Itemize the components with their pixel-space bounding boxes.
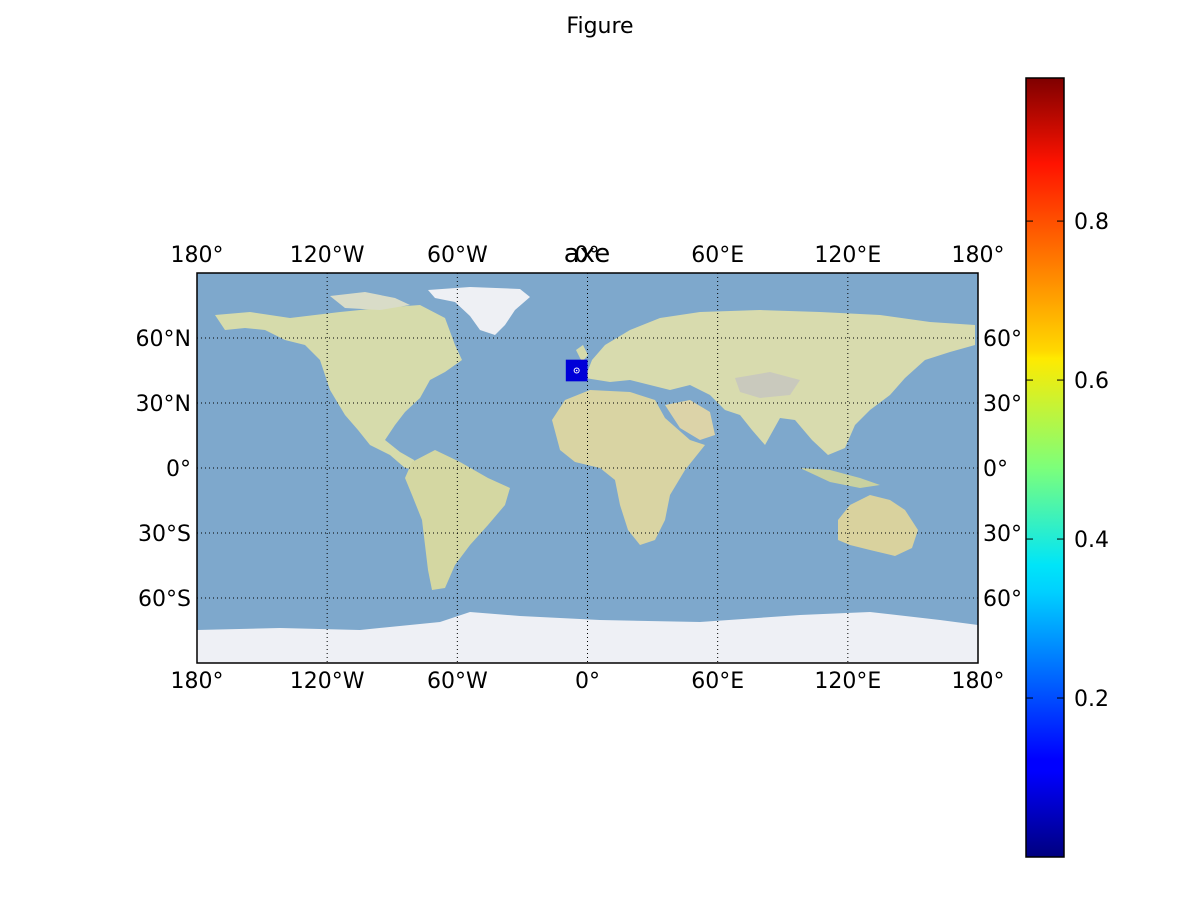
axes-title: axe	[564, 239, 611, 269]
land-arctic-islands	[330, 292, 410, 310]
colorbar	[1025, 77, 1065, 858]
point-marker	[573, 367, 580, 374]
lon-label-bottom: 180°	[952, 669, 1005, 694]
point-marker-center	[575, 369, 578, 372]
lat-label-right: 60°	[983, 587, 1022, 612]
lat-label-right: 0°	[983, 457, 1008, 482]
land-australia	[838, 495, 918, 556]
tick-labels: 180° 120°W 60°W 60°E 120°E 180° 180° 120°W 60°W 0…	[136, 243, 1022, 694]
land-south-america	[405, 450, 510, 590]
colorbar-tick-label: 0.6	[1074, 369, 1109, 394]
land-north-america	[215, 305, 462, 470]
lon-label-bottom: 60°E	[691, 669, 744, 694]
lat-label-left: 60°S	[138, 587, 191, 612]
lon-label-top: 120°E	[814, 243, 881, 268]
colorbar-ticks: 0.2 0.4 0.6 0.8	[1026, 210, 1109, 712]
lon-label-bottom: 120°W	[290, 669, 365, 694]
land-himalaya	[735, 372, 800, 398]
lon-label-top: 60°E	[691, 243, 744, 268]
lat-label-right: 30°	[983, 392, 1022, 417]
lon-label-top: 120°W	[290, 243, 365, 268]
colorbar-tick-label: 0.2	[1074, 687, 1109, 712]
lon-label-top: 180°	[171, 243, 224, 268]
lat-label-left: 30°N	[136, 392, 191, 417]
lon-label-bottom: 120°E	[814, 669, 881, 694]
lat-label-right: 60°	[983, 327, 1022, 352]
lon-label-top: 60°W	[427, 243, 488, 268]
colorbar-tick-label: 0.8	[1074, 210, 1109, 235]
land-greenland	[428, 287, 530, 335]
lat-label-left: 30°S	[138, 522, 191, 547]
basemap	[197, 273, 978, 663]
lat-label-right: 30°	[983, 522, 1022, 547]
graticule	[197, 273, 978, 663]
map-frame	[196, 272, 979, 664]
lon-label-bottom: 180°	[171, 669, 224, 694]
lat-label-left: 60°N	[136, 327, 191, 352]
land-africa	[552, 390, 705, 545]
figure-title: Figure	[566, 14, 634, 39]
axes-title-overlap-label: 0°	[575, 243, 600, 268]
land-arabia	[665, 400, 715, 440]
lat-label-left: 0°	[166, 457, 191, 482]
colorbar-tick-label: 0.4	[1074, 528, 1109, 553]
land-uk	[576, 345, 588, 362]
lon-label-bottom: 0°	[575, 669, 600, 694]
lon-label-bottom: 60°W	[427, 669, 488, 694]
lon-label-top: 180°	[952, 243, 1005, 268]
data-layer	[565, 359, 588, 382]
land-indonesia	[800, 468, 880, 488]
